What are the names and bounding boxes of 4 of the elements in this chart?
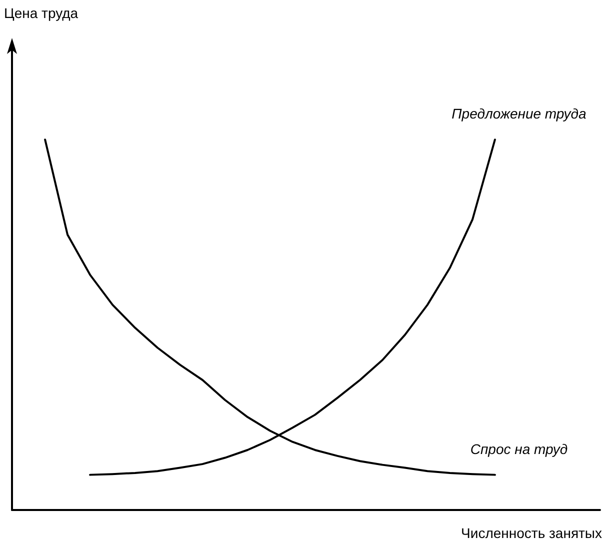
text: Предложение труда xyxy=(452,106,586,122)
x-axis-title: Численность занятых xyxy=(461,525,602,541)
series-label: Спрос на труд xyxy=(470,440,568,457)
text: Цена труда xyxy=(4,5,78,21)
